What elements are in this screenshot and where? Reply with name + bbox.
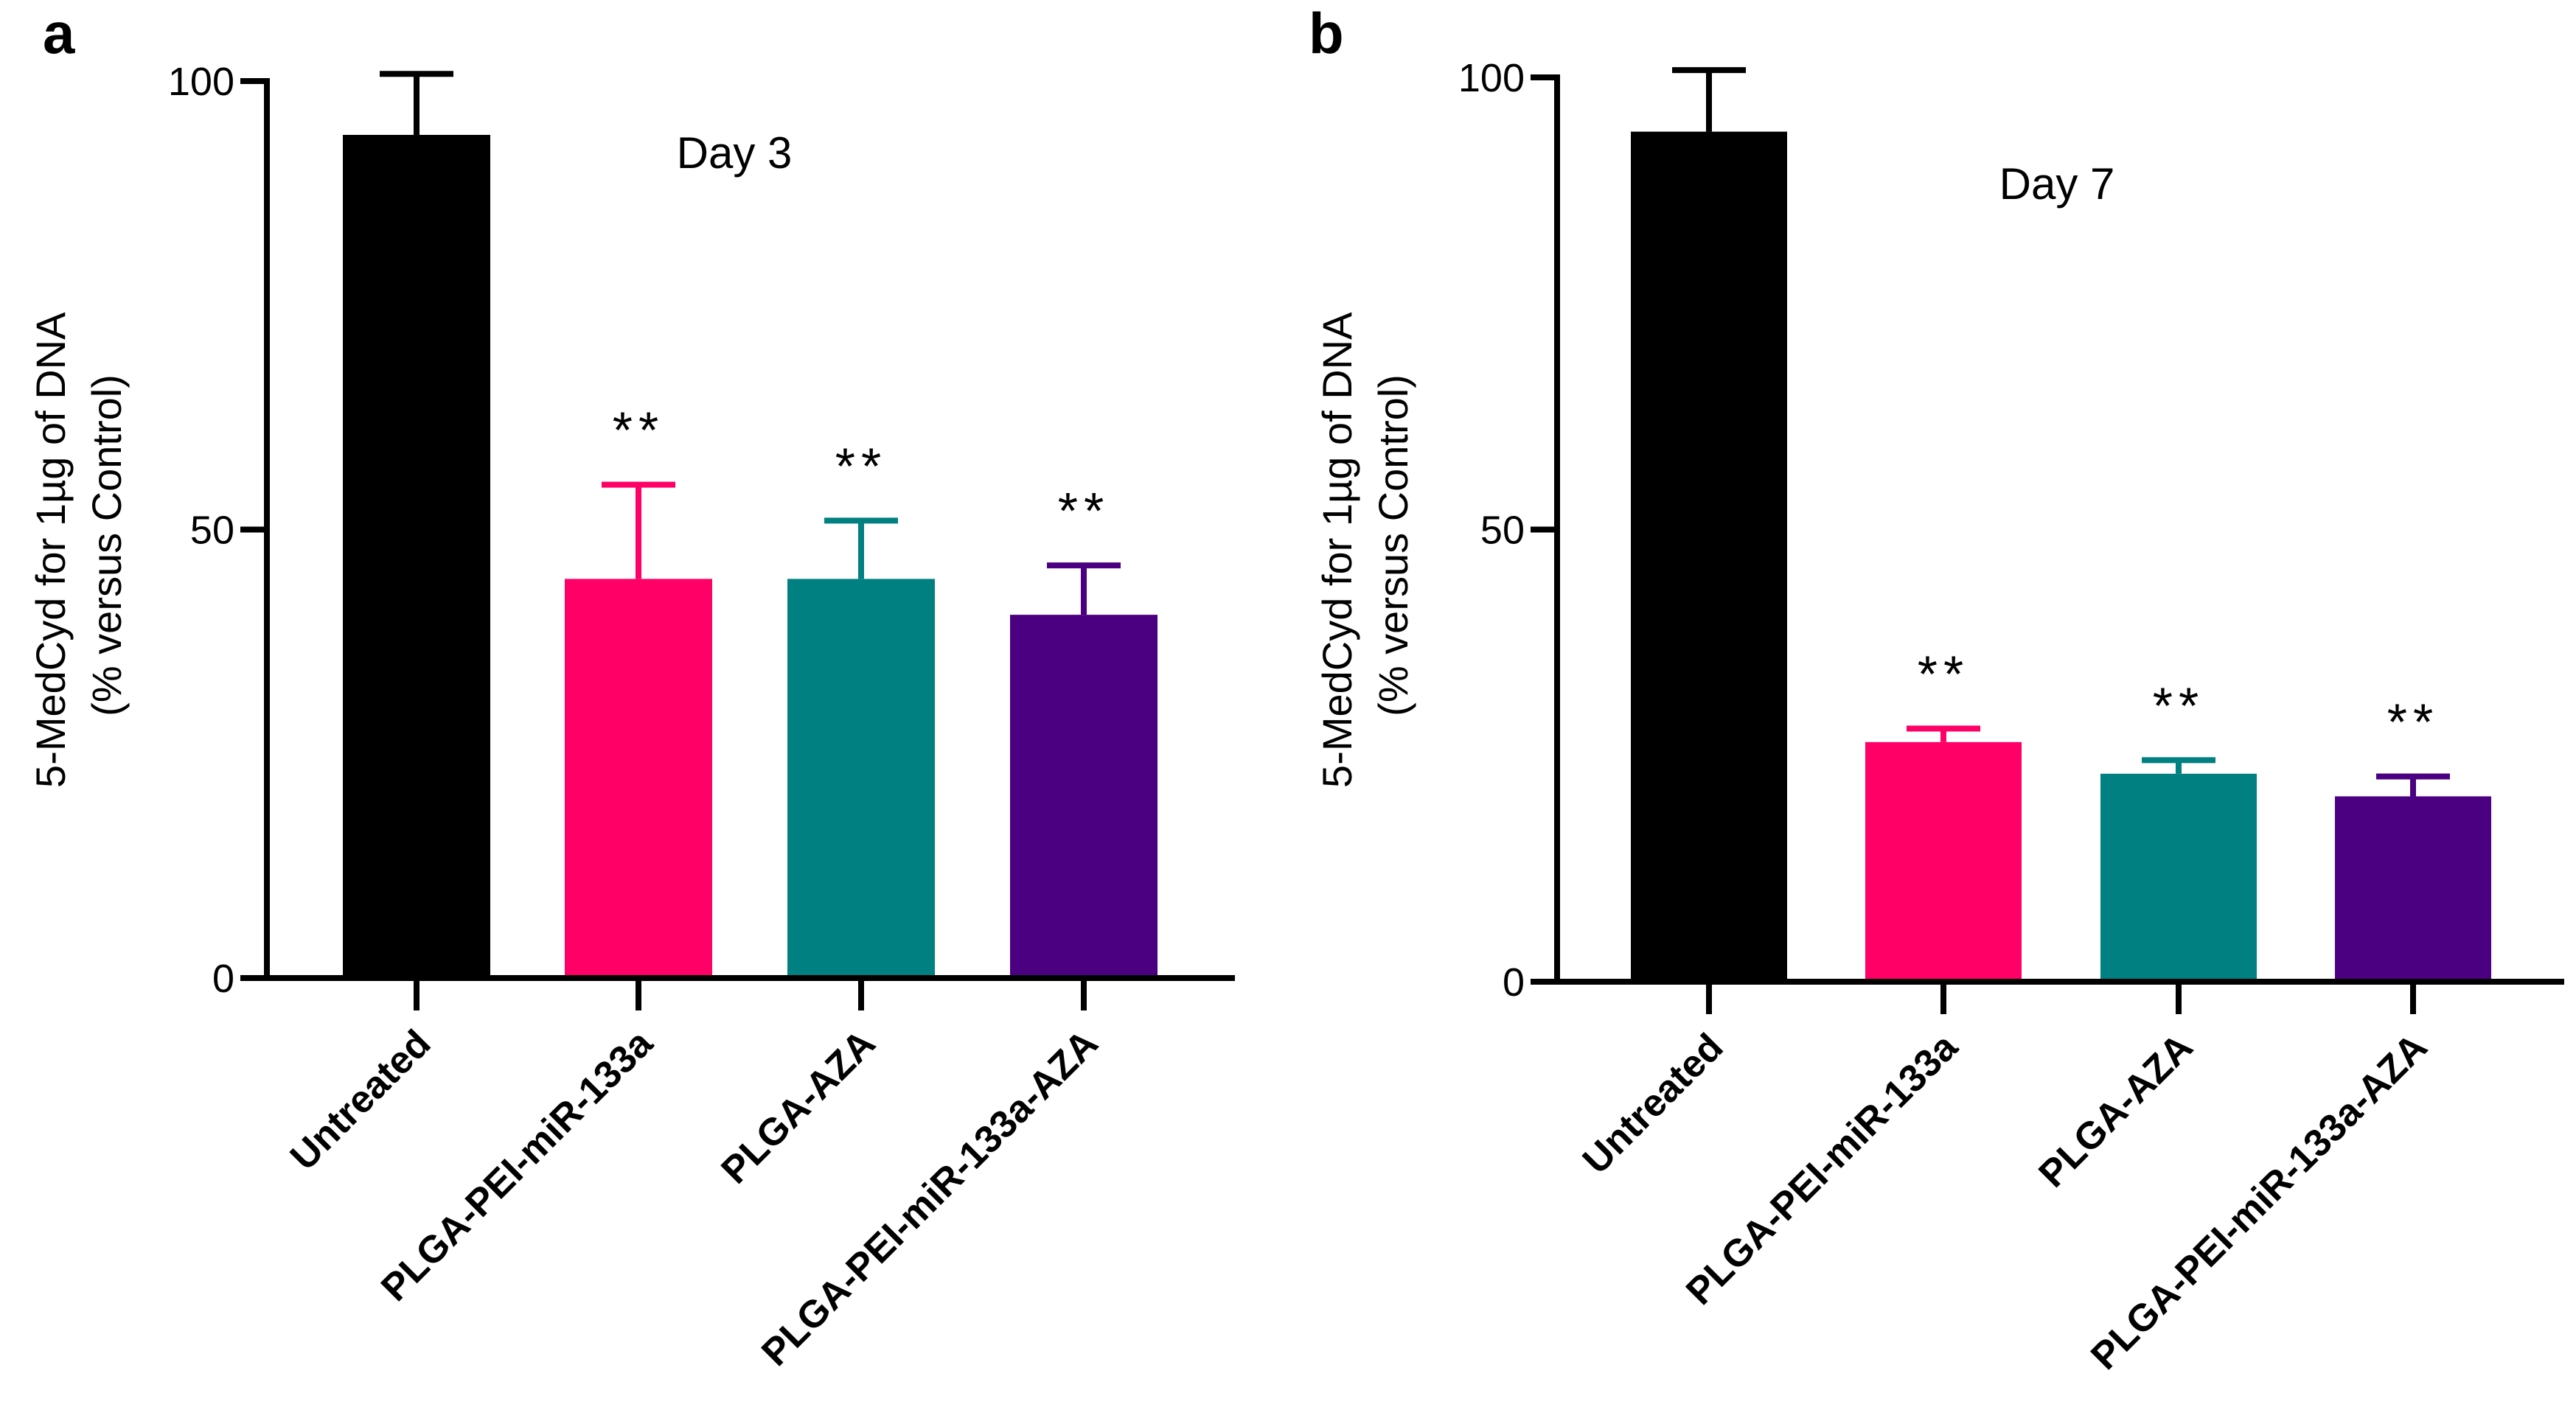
significance-label-3: ** xyxy=(1058,482,1110,540)
annotation-day: Day 7 xyxy=(1999,159,2115,209)
bar-0 xyxy=(1631,131,1787,982)
panel-letter: b xyxy=(1309,1,1344,66)
y-axis-label-line-2: (% versus Control) xyxy=(1370,374,1416,716)
annotation-day: Day 3 xyxy=(677,128,793,178)
y-axis-label: 5-MedCyd for 1µg of DNA (% versus Contro… xyxy=(1314,303,1416,788)
panel-letter: a xyxy=(43,1,75,66)
x-tick-label-2: PLGA-AZA xyxy=(714,1022,884,1192)
chart-panel-a: a Day 3 5-MedCyd for 1µg of DNA (% versu… xyxy=(27,1,1235,1375)
y-tick-label-1: 50 xyxy=(190,509,234,553)
x-tick-label-0: Untreated xyxy=(282,1022,439,1179)
significance-label-2: ** xyxy=(835,437,887,495)
significance-label-1: ** xyxy=(1918,645,1969,702)
y-tick-label-0: 0 xyxy=(212,957,234,1001)
bar-1 xyxy=(1865,741,2022,982)
bar-2 xyxy=(787,579,935,978)
y-tick-label-0: 0 xyxy=(1503,960,1525,1005)
y-axis-label: 5-MedCyd for 1µg of DNA (% versus Contro… xyxy=(27,303,130,788)
y-axis-label-line-1: 5-MedCyd for 1µg of DNA xyxy=(1314,312,1360,788)
y-axis-label-line-2: (% versus Control) xyxy=(83,374,130,716)
bar-2 xyxy=(2100,773,2257,982)
bar-1 xyxy=(565,579,712,978)
x-tick-label-2: PLGA-AZA xyxy=(2031,1025,2201,1195)
y-tick-label-2: 100 xyxy=(168,60,234,104)
chart-panel-b: b Day 7 5-MedCyd for 1µg of DNA (% versu… xyxy=(1309,1,2564,1378)
y-tick-label-2: 100 xyxy=(1458,56,1525,100)
bar-3 xyxy=(2335,796,2491,982)
bar-0 xyxy=(343,135,490,978)
y-axis-label-line-1: 5-MedCyd for 1µg of DNA xyxy=(27,312,74,788)
x-tick-label-1: PLGA-PEI-miR-133a xyxy=(1678,1025,1966,1313)
bar-3 xyxy=(1010,615,1158,978)
significance-label-1: ** xyxy=(613,402,664,459)
x-tick-label-0: Untreated xyxy=(1575,1025,1732,1182)
significance-label-2: ** xyxy=(2153,677,2204,734)
significance-label-3: ** xyxy=(2387,693,2439,750)
y-tick-label-1: 50 xyxy=(1480,509,1525,553)
